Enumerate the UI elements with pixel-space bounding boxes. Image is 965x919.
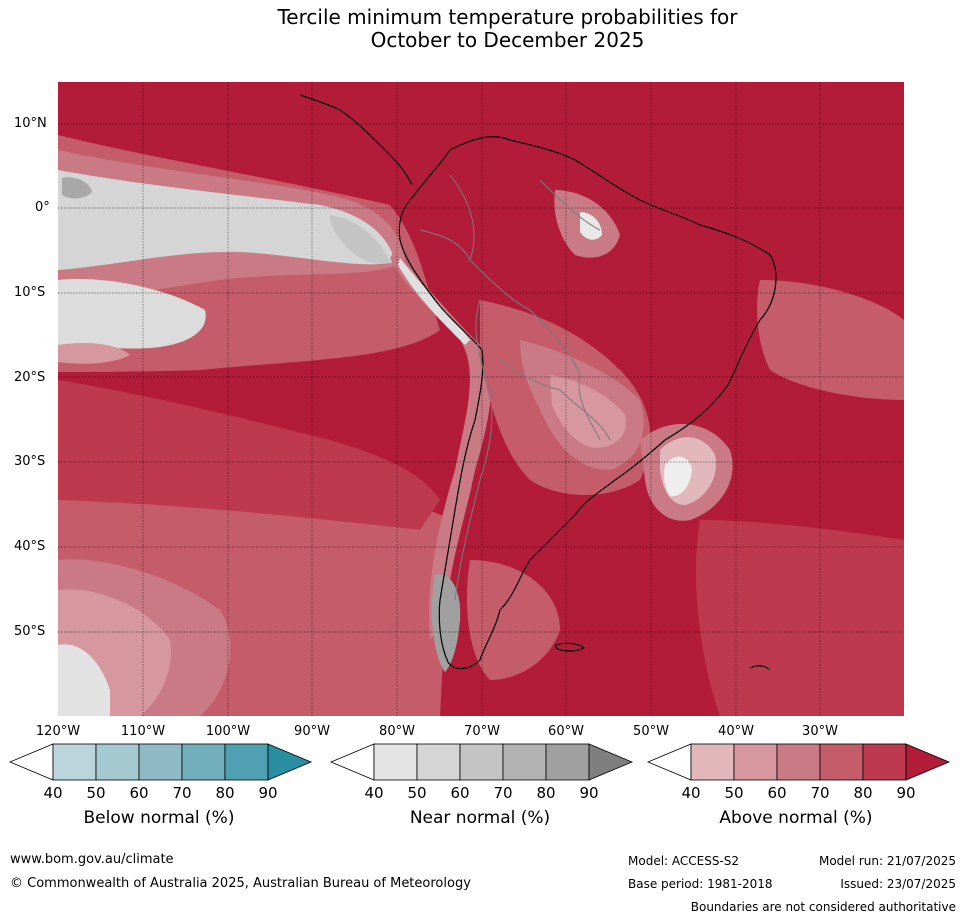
- colorbar-above-tick: 80: [853, 784, 873, 802]
- southeast-atlantic-80: [696, 520, 904, 716]
- colorbar-near-high-arrow: [588, 743, 634, 781]
- andes-strip: [390, 250, 492, 640]
- footer-disclaimer: Boundaries are not considered authoritat…: [690, 900, 956, 914]
- footer-url[interactable]: www.bom.gov.au/climate: [10, 852, 174, 867]
- lat-label-50s: 50°S: [14, 624, 46, 639]
- footer-copyright: © Commonwealth of Australia 2025, Austra…: [10, 876, 471, 891]
- colorbar-near-tick: 50: [407, 784, 427, 802]
- east-atlantic-70: [757, 280, 904, 400]
- colorbar-near-tick: 40: [364, 784, 384, 802]
- colorbar-above-tick: 70: [810, 784, 830, 802]
- lon-label-120w: 120°W: [35, 724, 81, 739]
- colorbar-below-tick: 90: [258, 784, 278, 802]
- colorbar-above-tick: 40: [681, 784, 701, 802]
- lat-label-30s: 30°S: [14, 454, 46, 469]
- lon-label-60w: 60°W: [548, 724, 584, 739]
- colorbar-above-swatch: [776, 743, 821, 781]
- colorbar-below-swatch: [95, 743, 140, 781]
- colorbar-above-low-arrow: [646, 743, 692, 781]
- colorbar-above-swatch: [819, 743, 864, 781]
- coastline-central-america: [299, 94, 413, 186]
- colorbar-above-high-arrow: [905, 743, 951, 781]
- colorbar-below-tick: 60: [129, 784, 149, 802]
- lat-label-20s: 20°S: [14, 370, 46, 385]
- colorbar-above-swatch: [733, 743, 778, 781]
- footer-issued: Issued: 23/07/2025: [840, 877, 956, 891]
- atlantic-blob-white: [664, 456, 692, 497]
- colorbar-below-swatch: [138, 743, 183, 781]
- lon-label-50w: 50°W: [633, 724, 669, 739]
- colorbar-near-tick: 60: [450, 784, 470, 802]
- map-field: [58, 82, 904, 716]
- amazon-mouth-near: [580, 212, 602, 240]
- colorbar-below-tick: 50: [86, 784, 106, 802]
- lat-label-40s: 40°S: [14, 539, 46, 554]
- south-belt-80: [58, 380, 440, 530]
- colorbar-below-swatch: [224, 743, 269, 781]
- south-west-near: [58, 644, 110, 716]
- coastline-south-america: [398, 136, 777, 670]
- chart-title-line-1: Tercile minimum temperature probabilitie…: [277, 5, 738, 29]
- chart-title-line-2: October to December 2025: [370, 28, 645, 52]
- footer-model-run: Model run: 21/07/2025: [818, 854, 956, 868]
- colorbar-near-tick: 70: [493, 784, 513, 802]
- colorbar-near-tick: 80: [536, 784, 556, 802]
- colorbar-below-swatch: [52, 743, 97, 781]
- colorbar-near-swatch: [502, 743, 547, 781]
- colorbar-above-swatch: [862, 743, 907, 781]
- colorbars: [8, 743, 951, 781]
- patagonia-shelf-70: [466, 560, 560, 680]
- colorbar-below-tick: 80: [215, 784, 235, 802]
- colorbar-below-tick: 70: [172, 784, 192, 802]
- colorbar-above-tick: 50: [724, 784, 744, 802]
- equatorial-tongue-near-dark: [330, 215, 390, 264]
- colorbar-title-near: Near normal (%): [409, 808, 551, 828]
- lon-label-80w: 80°W: [379, 724, 415, 739]
- colorbar-near: [329, 743, 634, 781]
- lon-label-90w: 90°W: [294, 724, 330, 739]
- colorbar-near-swatch: [373, 743, 418, 781]
- colorbar-above: [646, 743, 951, 781]
- equatorial-tongue-near: [58, 170, 395, 270]
- colorbar-below-tick: 40: [43, 784, 63, 802]
- colorbar-above-swatch: [690, 743, 735, 781]
- galapagos-near-dark: [62, 177, 92, 199]
- lat-label-10s: 10°S: [14, 285, 46, 300]
- country-borders: [419, 174, 611, 601]
- lon-label-100w: 100°W: [205, 724, 251, 739]
- patagonia-near: [431, 574, 461, 672]
- lon-label-110w: 110°W: [120, 724, 166, 739]
- colorbar-above-tick: 60: [767, 784, 787, 802]
- colorbar-title-below: Below normal (%): [83, 808, 235, 828]
- lat-label-10n: 10°N: [14, 116, 47, 131]
- lat-label-0: 0°: [35, 200, 50, 215]
- lon-label-30w: 30°W: [802, 724, 838, 739]
- colorbar-near-swatch: [416, 743, 461, 781]
- colorbar-near-tick: 90: [579, 784, 599, 802]
- colorbar-below: [8, 743, 313, 781]
- lon-label-70w: 70°W: [464, 724, 500, 739]
- coastline-falklands: [555, 642, 586, 652]
- andes-strip-near: [398, 258, 470, 345]
- colorbar-below-swatch: [181, 743, 226, 781]
- colorbar-below-high-arrow: [267, 743, 313, 781]
- west-pacific-near-light: [58, 279, 206, 349]
- coastline-south-georgia: [749, 665, 771, 671]
- colorbar-near-low-arrow: [329, 743, 375, 781]
- west-pacific-above-50: [58, 343, 130, 364]
- colorbar-above-tick: 90: [896, 784, 916, 802]
- colorbar-near-swatch: [459, 743, 504, 781]
- colorbar-title-above: Above normal (%): [719, 808, 873, 828]
- footer-base-period: Base period: 1981-2018: [628, 877, 773, 891]
- graticule: [58, 82, 904, 716]
- footer-model: Model: ACCESS-S2: [628, 854, 740, 868]
- lon-label-40w: 40°W: [718, 724, 754, 739]
- colorbar-below-low-arrow: [8, 743, 54, 781]
- central-sa-50: [550, 375, 626, 448]
- colorbar-near-swatch: [545, 743, 590, 781]
